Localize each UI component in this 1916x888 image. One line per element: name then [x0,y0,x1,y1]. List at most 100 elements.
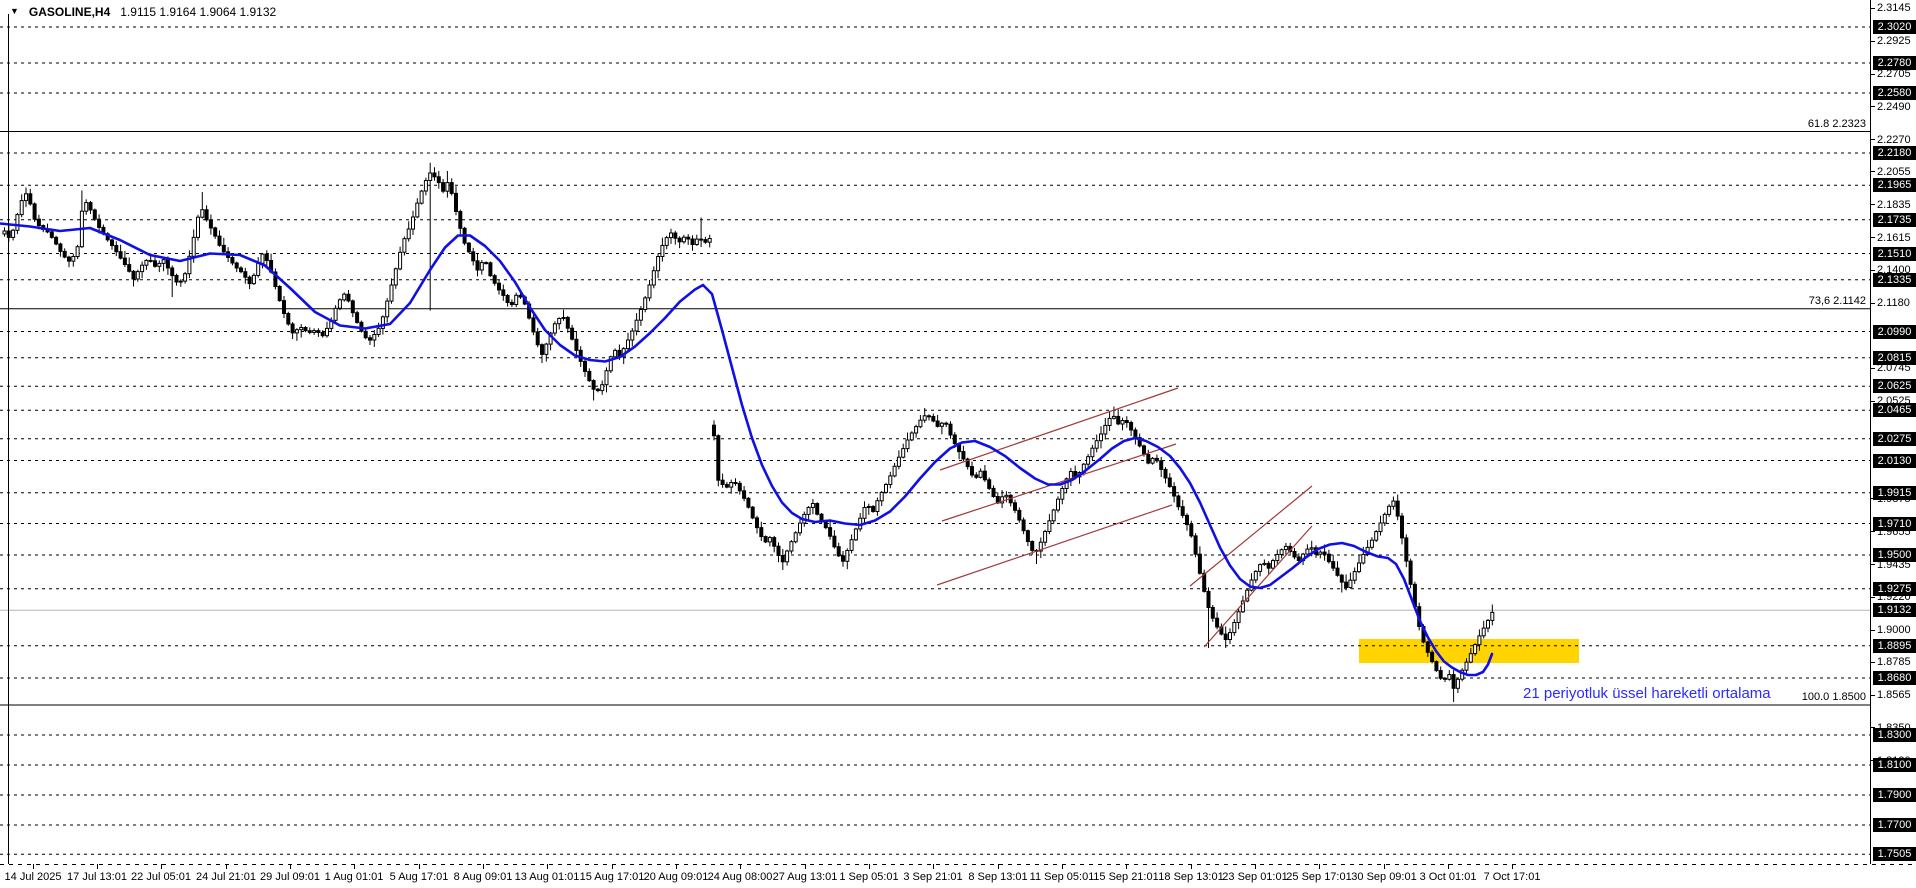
candle-up [333,307,338,321]
chart-left-border [8,14,9,864]
candle-up [1056,498,1060,511]
candle-up [707,238,712,243]
candle-down [1451,674,1456,689]
candle-down [836,546,841,557]
price-tick [1871,400,1875,402]
symbol-dropdown-icon[interactable]: ▼ [10,6,19,16]
candle-down [303,327,308,332]
candle-down [234,262,239,269]
time-axis-label: 27 Aug 13:01 [772,871,838,883]
candle-down [148,259,153,262]
candle-up [557,318,562,325]
candle-down [471,251,476,262]
candle-down [737,482,742,492]
candle-down [1137,437,1142,447]
candle-down [540,344,544,355]
trendline[interactable] [936,504,1173,586]
candle-up [939,422,944,427]
candle-down [122,257,127,266]
time-tick [161,864,162,869]
candle-down [346,293,351,302]
time-axis[interactable]: 14 Jul 2025 17 Jul 13:01 22 Jul 05:01 24 Ju… [0,864,1916,888]
price-tick [1871,106,1875,107]
candle-up [1086,456,1091,465]
price-tick [1871,7,1875,9]
price-level-label: 1.8100 [1873,758,1916,772]
candle-down [1017,509,1022,521]
ema-line[interactable] [0,222,1494,677]
time-axis-label: 1 Sep 05:01 [839,871,899,883]
candle-up [1279,549,1284,556]
time-tick [354,864,355,869]
price-axis[interactable]: 2.3145 2.2925 2.2705 2.2490 2.2270 2.2055 2.18… [1870,0,1916,864]
candle-down [1172,486,1177,497]
candle-down [1404,537,1409,562]
candle-down [230,257,235,264]
candle-down [574,338,579,351]
candle-up [1369,539,1374,548]
candle-down [509,301,514,305]
candle-down [828,527,833,537]
time-tick [1319,864,1320,869]
candle-up [251,274,256,285]
candle-down [454,192,458,212]
price-tick [1871,727,1875,728]
candle-up [140,264,145,273]
candle-up [896,456,901,467]
price-tick [1871,367,1875,369]
candle-up [875,500,880,513]
fib-level-label[interactable]: 100.0 1.8500 [1801,691,1866,703]
fib-level-label[interactable]: 73,6 2.1142 [1808,294,1866,307]
candle-up [1047,520,1052,532]
candle-down [1189,524,1194,537]
candle-up [1391,500,1396,507]
price-tick [1871,302,1875,304]
candle-up [178,280,183,283]
chart-canvas[interactable] [0,0,1870,864]
candle-up [561,317,566,319]
candle-up [918,419,923,428]
price-axis-label: 1.8565 [1877,689,1911,702]
candle-down [755,517,759,529]
candle-down [583,360,587,372]
candle-up [1228,632,1232,640]
candle-down [368,337,372,341]
candle-down [475,260,480,271]
time-tick [1126,864,1127,869]
price-level-label: 2.0275 [1873,431,1916,446]
candle-up [600,384,605,392]
candle-up [729,482,734,488]
price-level-label: 2.0625 [1873,379,1916,394]
candle-down [488,262,493,277]
trendline[interactable] [941,443,1177,522]
candle-up [1490,611,1495,621]
time-tick [547,864,548,869]
candle-up [1258,564,1263,572]
candle-down [1331,561,1336,569]
candle-down [54,236,59,245]
candle-up [161,259,166,264]
candle-down [1395,500,1400,517]
candle-down [505,295,510,303]
candle-up [402,238,407,253]
candle-up [1107,417,1112,426]
candle-up [909,432,914,441]
price-axis-label: 2.1180 [1877,297,1910,309]
time-tick [483,864,484,869]
candle-down [690,238,695,245]
candle-up [862,507,867,519]
candle-down [127,264,132,272]
candle-up [2,230,7,235]
trendline[interactable] [939,387,1179,471]
candle-down [1202,572,1207,592]
candle-up [71,256,76,262]
fib-level-label[interactable]: 61.8 2.2323 [1807,117,1866,130]
candle-down [948,423,953,436]
candle-up [767,537,772,543]
candle-up [260,253,265,264]
trendline[interactable] [1189,485,1313,587]
candle-down [1025,530,1030,543]
candle-down [832,535,837,548]
candle-down [170,267,175,277]
ema-annotation-text[interactable]: 21 periyotluk üssel hareketli ortalama [1523,685,1771,702]
